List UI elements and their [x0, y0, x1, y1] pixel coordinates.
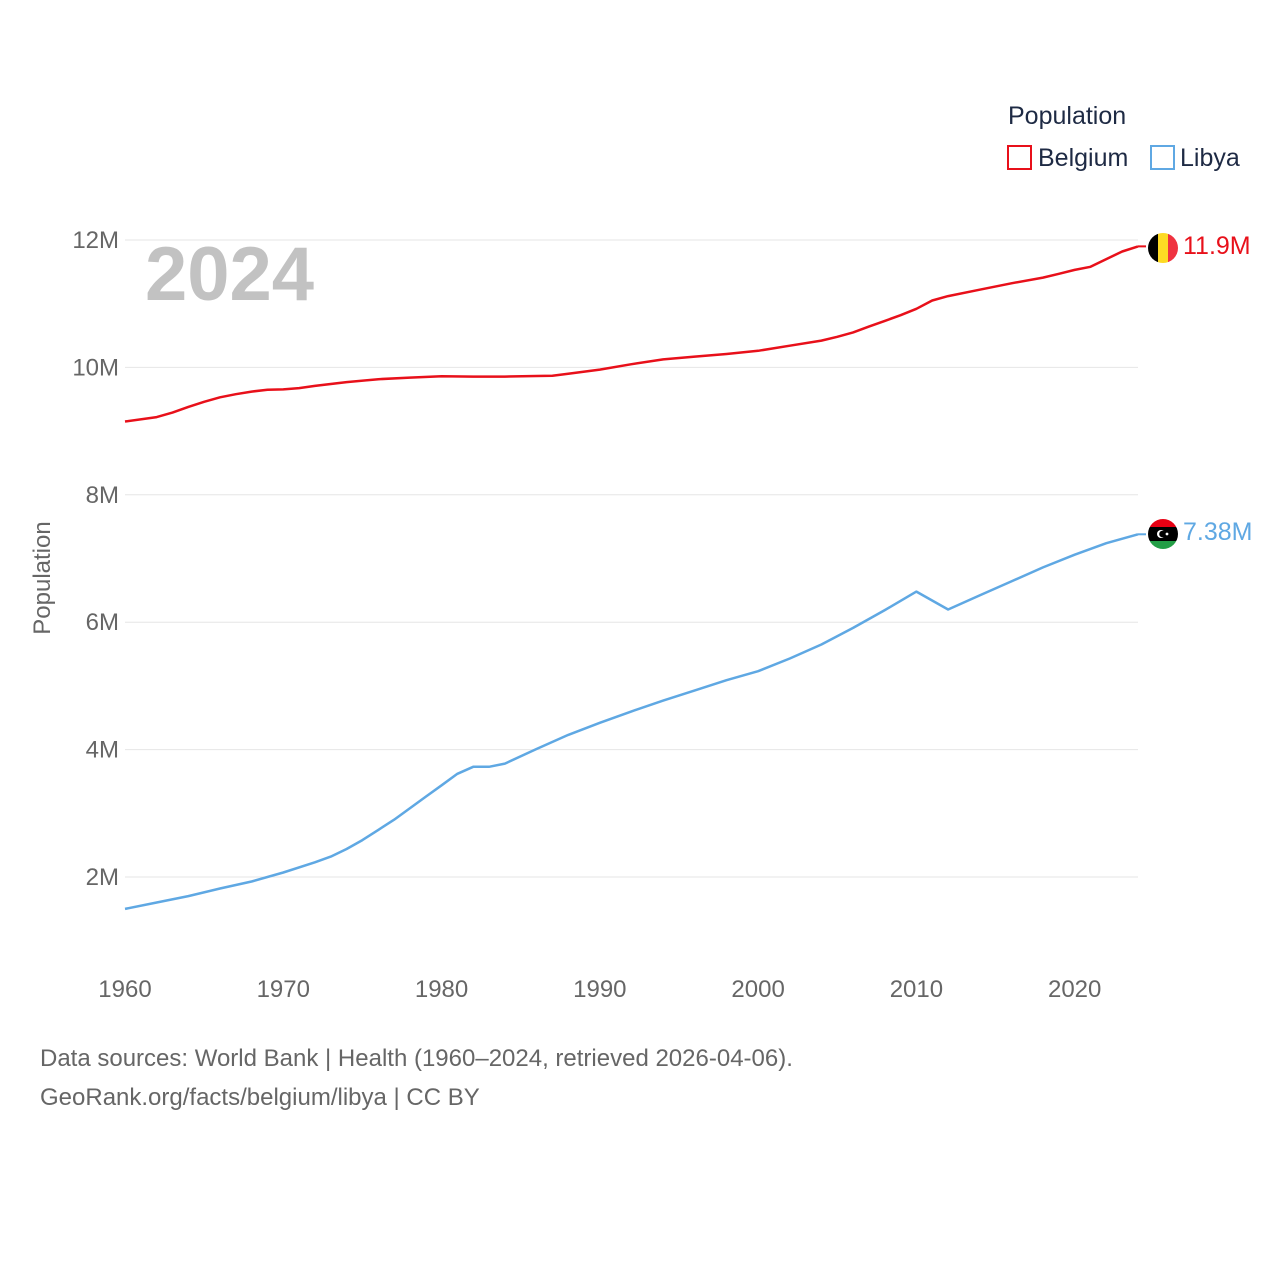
x-tick-label: 1960 [98, 976, 151, 1003]
footer-sources: Data sources: World Bank | Health (1960–… [40, 1045, 793, 1072]
y-tick-label: 6M [86, 609, 119, 636]
y-tick-label: 8M [86, 482, 119, 509]
y-axis: 2M 4M 6M 8M 10M 12M [72, 227, 119, 891]
libya-end-label: 7.38M [1183, 518, 1252, 546]
x-axis: 1960 1970 1980 1990 2000 2010 2020 [98, 976, 1101, 1003]
belgium-flag-icon [1148, 233, 1178, 263]
legend-title: Population [1008, 102, 1126, 130]
y-tick-label: 4M [86, 737, 119, 764]
x-tick-label: 2000 [731, 976, 784, 1003]
x-tick-label: 2010 [890, 976, 943, 1003]
series-line-belgium[interactable] [124, 245, 1139, 423]
libya-flag-icon [1148, 519, 1178, 549]
series-layer [124, 245, 1146, 911]
legend-item-belgium[interactable]: Belgium [1007, 144, 1128, 172]
legend-swatch-belgium [1007, 145, 1032, 170]
x-tick-label: 1990 [573, 976, 626, 1003]
y-tick-label: 10M [72, 354, 119, 381]
x-tick-label: 2020 [1048, 976, 1101, 1003]
y-axis-label: Population [29, 521, 56, 634]
footer-link[interactable]: GeoRank.org/facts/belgium/libya | CC BY [40, 1084, 480, 1111]
y-tick-label: 2M [86, 864, 119, 891]
gridlines [125, 239, 1138, 878]
x-tick-label: 1980 [415, 976, 468, 1003]
y-tick-label: 12M [72, 227, 119, 254]
legend-swatch-libya [1150, 145, 1175, 170]
legend: Population Belgium Libya [1007, 102, 1240, 172]
x-tick-label: 1970 [257, 976, 310, 1003]
belgium-end-label: 11.9M [1183, 232, 1251, 260]
legend-label-belgium: Belgium [1038, 144, 1128, 172]
series-line-libya[interactable] [124, 533, 1139, 911]
legend-item-libya[interactable]: Libya [1150, 144, 1240, 172]
year-label: 2024 [145, 232, 314, 317]
legend-label-libya: Libya [1180, 144, 1240, 172]
